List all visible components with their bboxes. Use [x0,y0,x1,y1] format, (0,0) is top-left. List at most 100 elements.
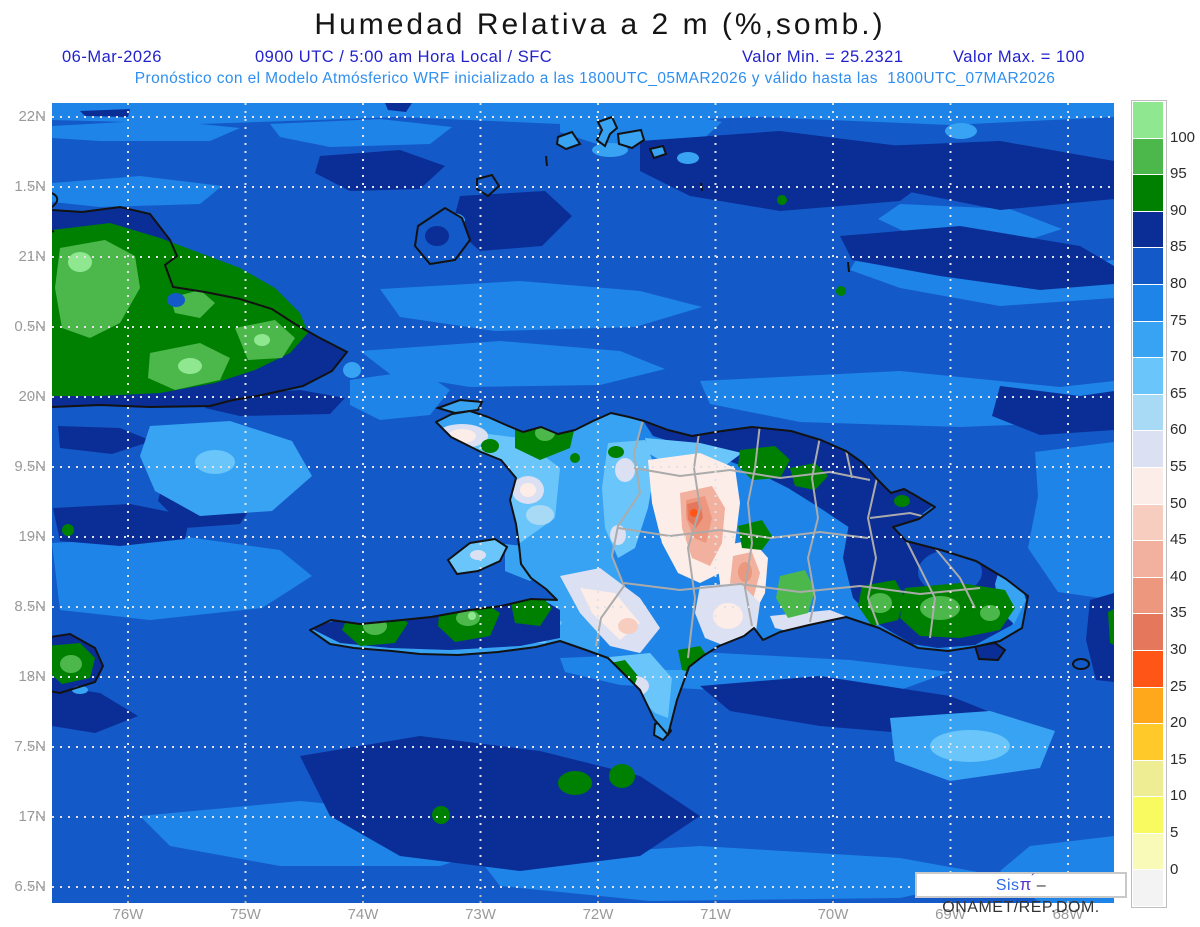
lat-tick-label: 21N [18,248,46,265]
colorbar-swatch [1133,102,1163,138]
province-borders-shape [904,537,937,639]
sea-green-spots [62,195,1114,824]
lat-tick-label: 6.5N [14,878,46,895]
valor-min: Valor Min. = 25.2321 [742,48,904,66]
colorbar-tick-label: 75 [1170,311,1187,329]
sea-navy-streaks-shape [52,686,138,733]
province-borders-shape [633,467,871,481]
logo-pi-accent: ´ [1030,871,1036,886]
jamaica-coastline [52,632,105,695]
colorbar-swatch [1133,175,1163,211]
sea-light-patches-shape [195,450,235,474]
lat-tick-label: 19N [18,528,46,545]
cuba-landmass-shape [178,358,202,374]
province-borders-shape [845,449,853,479]
sea-light-patches-shape [592,143,628,157]
sea-green-spots-shape [432,806,450,824]
lat-tick-label: 22N [18,108,46,125]
lat-tick-label: 0.5N [14,318,46,335]
hispaniola-interior-shape [570,453,580,463]
forecast-date: 06-Mar-2026 [62,48,162,66]
lon-tick-label: 74W [347,906,379,923]
page-title: Humedad Relativa a 2 m (%,somb.) [314,8,886,41]
onamet-logo: Sisπ ´ – ONAMET/REP.DOM. [915,871,1127,916]
lon-tick-label: 71W [700,906,731,923]
sea-bright-streaks-shape [380,281,702,331]
sea-green-spots-shape [609,764,635,788]
map-tick-mark [545,155,548,167]
sea-green-spots-shape [558,771,592,795]
colorbar-tick-label: 100 [1170,128,1196,146]
colorbar-tick-label: 10 [1170,787,1187,805]
sea-bright-streaks-shape [52,536,312,620]
sea-navy-streaks-shape [315,150,445,191]
colorbar-swatch [1133,431,1163,467]
cuba-coastline [52,205,349,409]
lat-tick-label: 18N [18,668,46,685]
colorbar-swatch [1133,504,1163,541]
driest-spot [690,509,698,517]
sea-bright-streaks-shape [360,341,665,387]
colorbar-tick-label: 50 [1170,494,1187,512]
colorbar-tick-label: 40 [1170,567,1187,585]
province-borders-shape [595,419,644,647]
colorbar-swatch [1133,248,1163,284]
colorbar-swatch [1133,797,1163,833]
grid-lines [52,103,1114,903]
colorbar-tick-label: 15 [1170,750,1187,768]
sea-navy-streaks-shape [1086,593,1114,682]
colorbar-tick-label: 95 [1170,165,1187,183]
sea-bright-streaks-shape [52,103,1114,125]
colorbar-swatch [1133,138,1163,175]
colorbar-swatch [1133,467,1163,504]
province-borders-shape [623,582,981,596]
province-borders-shape [934,547,976,609]
cuba-landmass-shape [167,293,185,307]
lon-tick-label: 72W [582,906,614,923]
hispaniola-interior-shape [520,483,536,497]
lon-tick-label: 69W [935,906,966,923]
turks-caicos-island [595,115,619,148]
lon-tick-label: 68W [1053,906,1084,923]
colorbar-swatch [1133,614,1163,650]
forecast-model-line: Pronóstico con el Modelo Atmósferico WRF… [134,70,1056,87]
map-canvas-shape [52,103,1114,903]
colorbar-swatch [1133,284,1163,321]
sea-light-patches-shape [930,730,1010,762]
colorbar-swatch [1133,577,1163,614]
sea-bright-streaks-shape [52,120,240,141]
small-islands-shape [425,226,449,246]
sea-bright-streaks-shape [350,370,450,420]
colorbar-swatch [1133,211,1163,248]
lon-tick-label: 70W [817,906,849,923]
colorbar-tick-label: 0 [1170,860,1179,878]
hispaniola-interior-shape [738,562,752,582]
logo-pi-symbol: π ´ [1020,871,1036,894]
hispaniola-interior-shape [610,525,626,545]
map-tick-mark [847,261,850,273]
lat-tick-label: 20N [18,388,46,405]
lat-tick-label: 7.5N [14,738,46,755]
hispaniola-interior-shape [738,446,790,480]
hispaniola-coastline [309,410,1029,736]
sea-navy-streaks-shape [300,736,700,871]
humidity-colorbar [1131,100,1167,909]
colorbar-swatch [1133,650,1163,687]
sea-bright-streaks-shape [1050,528,1114,572]
turks-caicos-island [648,144,668,160]
colorbar-tick-label: 70 [1170,348,1187,366]
hispaniola-interior-shape [980,605,1000,621]
sea-green-spots-shape [1108,609,1114,645]
turks-caicos-island [616,128,646,150]
province-borders-shape [866,477,879,626]
sea-bright-streaks-shape [52,176,222,207]
sea-navy-streaks-shape [80,109,130,117]
colorbar-swatch [1133,321,1163,358]
hispaniola-interior-shape [894,495,910,507]
hispaniola-interior-shape [790,463,828,490]
colorbar-swatch [1133,358,1163,394]
hispaniola-interior-shape [918,550,982,594]
colorbar-tick-label: 85 [1170,238,1187,256]
colorbar-tick-label: 30 [1170,641,1187,658]
